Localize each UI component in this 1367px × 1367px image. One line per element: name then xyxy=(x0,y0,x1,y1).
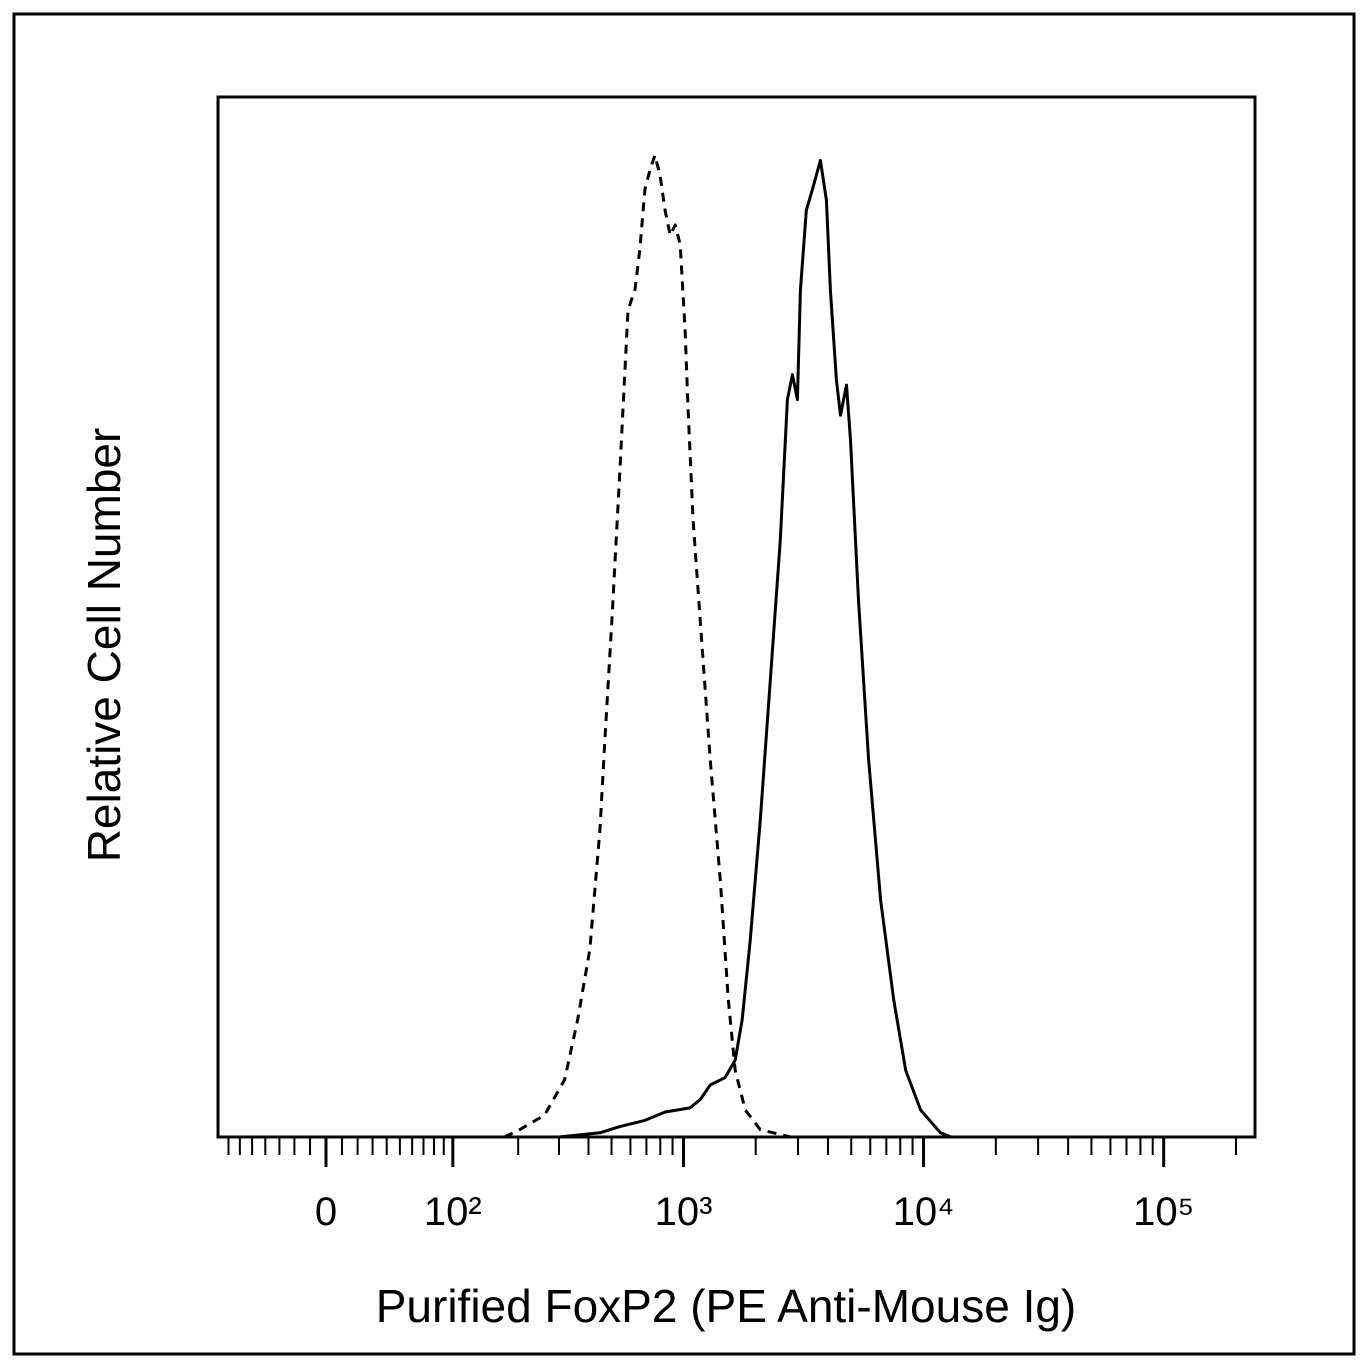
x-axis-label: Purified FoxP2 (PE Anti-Mouse Ig) xyxy=(376,1280,1077,1332)
x-tick-label: 10⁴ xyxy=(893,1190,955,1234)
x-tick-label: 0 xyxy=(315,1190,337,1234)
x-tick-label: 10³ xyxy=(655,1190,713,1234)
histogram-line xyxy=(503,153,943,1139)
plot-area xyxy=(216,95,1257,1139)
histogram-line xyxy=(558,158,952,1139)
x-tick-label: 10⁵ xyxy=(1133,1190,1194,1234)
x-tick-label: 10² xyxy=(424,1190,482,1234)
frame xyxy=(12,12,1356,1356)
y-axis-label: Relative Cell Number xyxy=(78,428,130,863)
